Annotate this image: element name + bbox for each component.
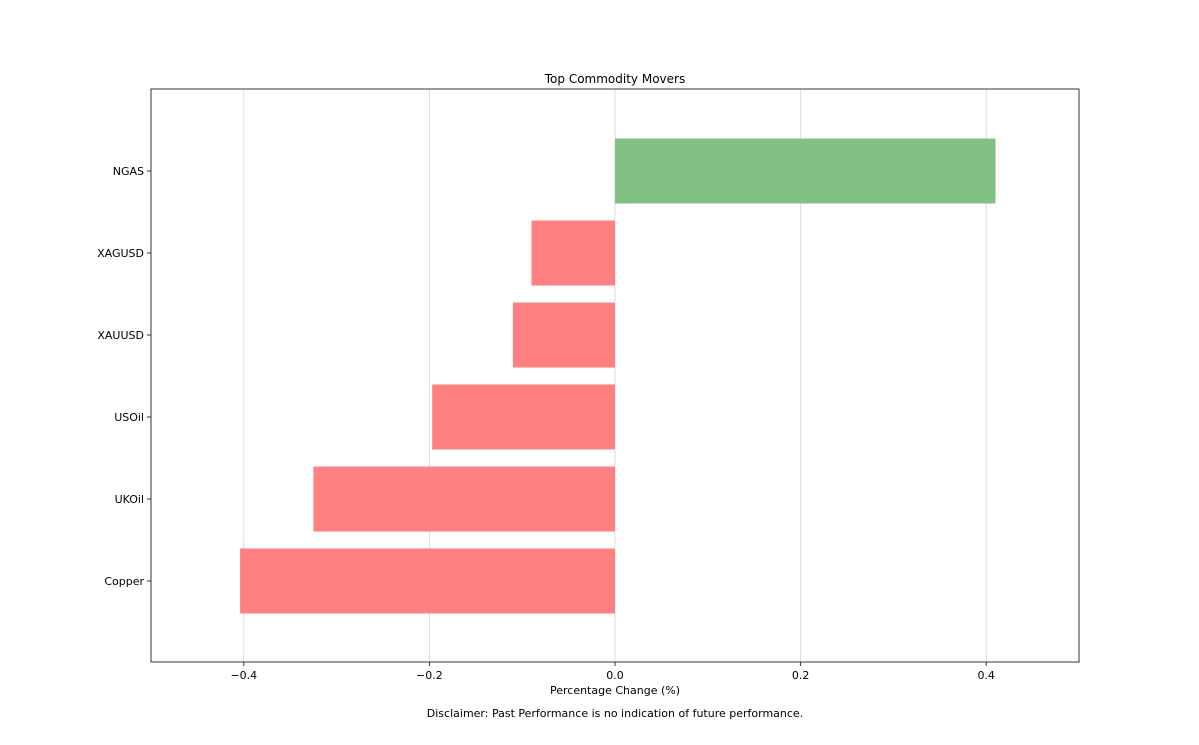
y-tick-label: NGAS	[113, 165, 144, 178]
x-tick-label: 0.0	[606, 669, 624, 682]
y-tick-label: USOil	[114, 411, 144, 424]
bar-usoil	[432, 384, 615, 450]
x-tick-label: −0.4	[230, 669, 257, 682]
bar-xauusd	[512, 302, 615, 368]
y-tick-label: UKOil	[115, 493, 144, 506]
bars	[240, 138, 996, 614]
disclaimer-text: Disclaimer: Past Performance is no indic…	[427, 707, 803, 720]
bar-xagusd	[531, 220, 615, 286]
chart-title: Top Commodity Movers	[544, 72, 685, 86]
bar-copper	[240, 548, 615, 614]
x-tick-label: 0.4	[977, 669, 995, 682]
y-tick-label: XAGUSD	[97, 247, 144, 260]
y-tick-label: XAUUSD	[97, 329, 144, 342]
bar-ukoil	[313, 466, 615, 532]
bar-ngas	[615, 138, 996, 204]
y-axis-ticks: Copper UKOil USOil XAUUSD XAGUSD NGAS	[97, 165, 151, 588]
y-tick-label: Copper	[104, 575, 144, 588]
x-tick-label: −0.2	[416, 669, 443, 682]
x-axis-ticks: −0.4 −0.2 0.0 0.2 0.4	[230, 662, 995, 682]
x-tick-label: 0.2	[792, 669, 810, 682]
x-axis-label: Percentage Change (%)	[550, 684, 680, 697]
